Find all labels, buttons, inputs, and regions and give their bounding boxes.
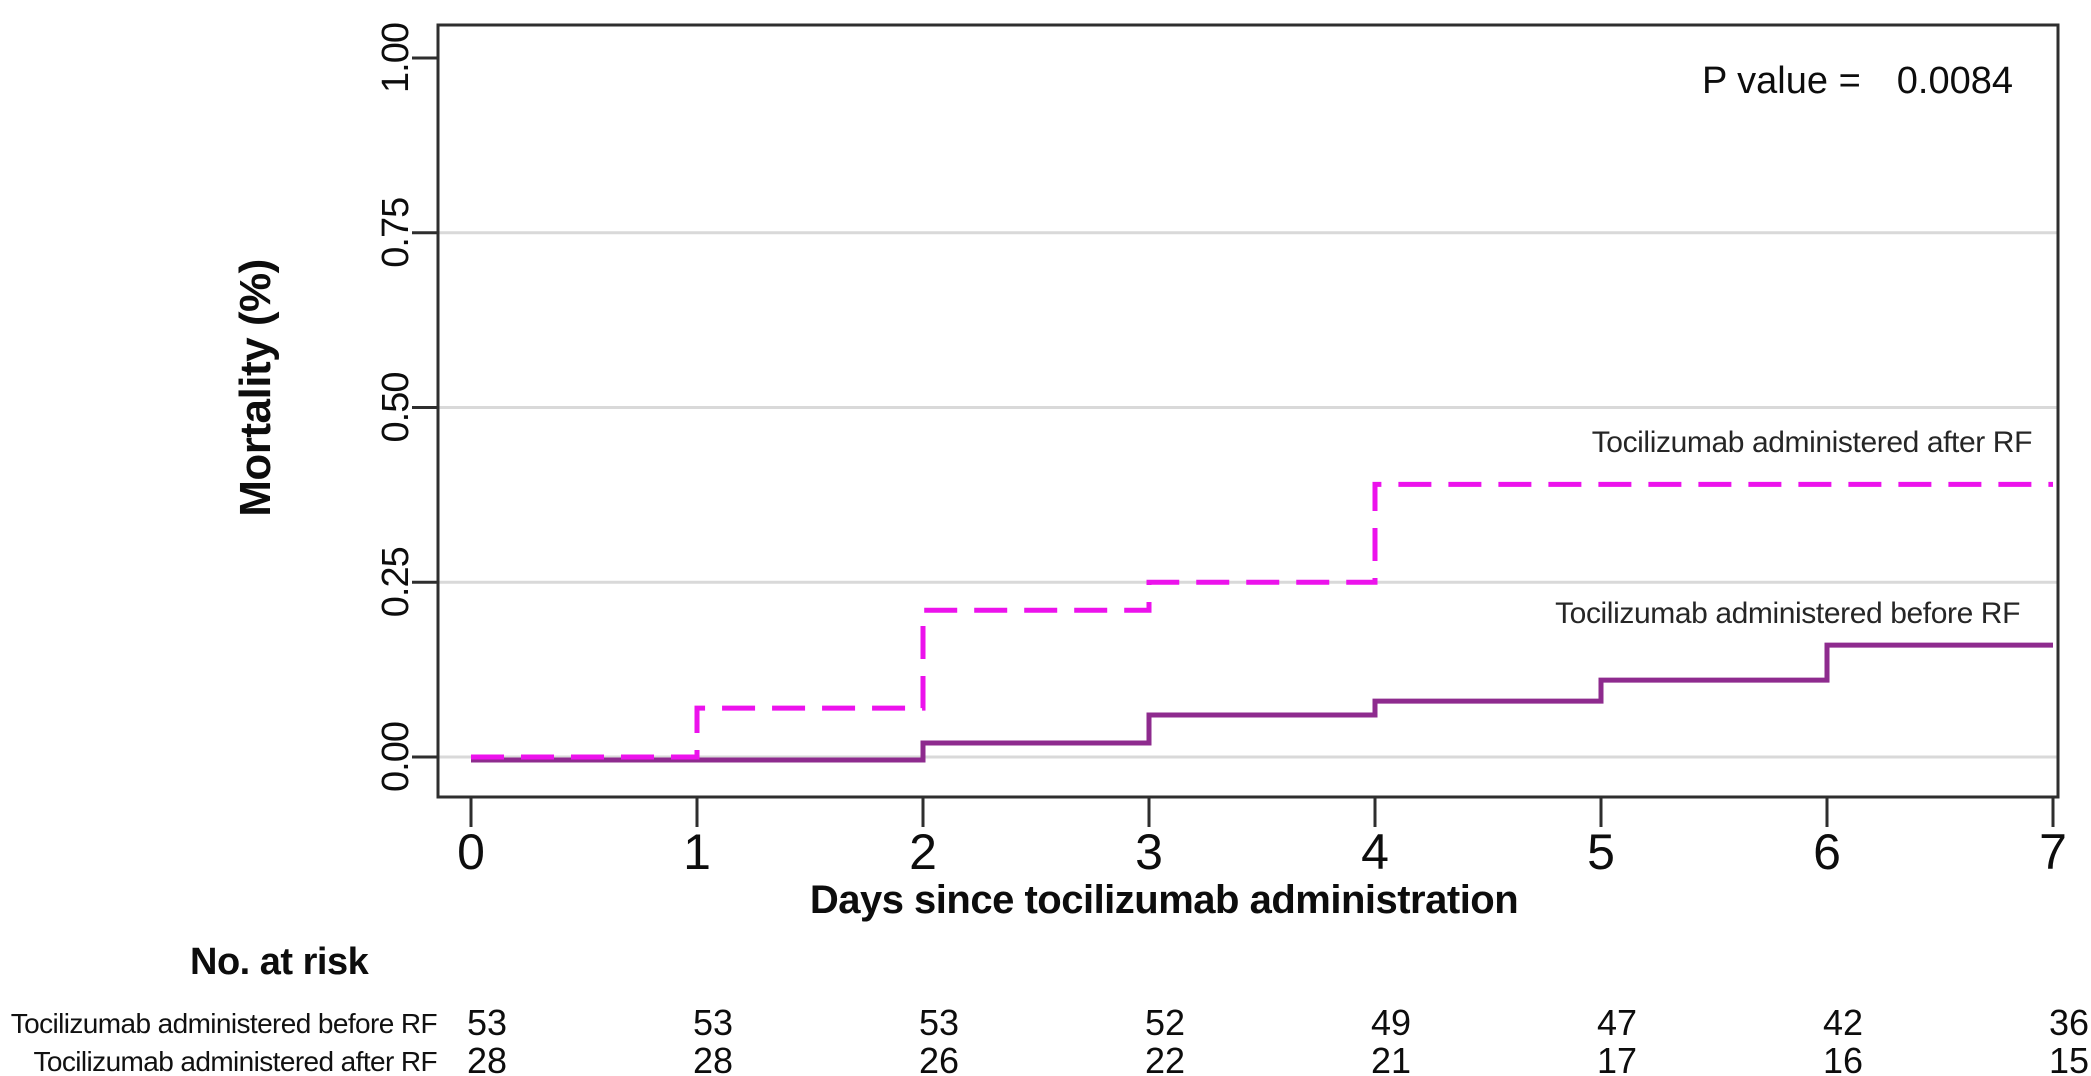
y-axis-title: Mortality (%) — [231, 259, 280, 517]
risk-count: 53 — [919, 1002, 959, 1043]
risk-count: 53 — [693, 1002, 733, 1043]
p-value-number: 0.0084 — [1896, 60, 2013, 102]
x-tick-label: 2 — [909, 824, 937, 880]
risk-count: 21 — [1371, 1040, 1411, 1076]
risk-count: 16 — [1823, 1040, 1863, 1076]
x-tick-label: 1 — [683, 824, 711, 880]
survival-curve-after-rf — [471, 481, 2053, 760]
risk-count: 49 — [1371, 1002, 1411, 1043]
curve-label-after-rf: Tocilizumab administered after RF — [1591, 426, 2033, 459]
risk-count: 15 — [2049, 1040, 2089, 1076]
x-tick-label: 3 — [1135, 824, 1163, 880]
x-tick-label: 7 — [2039, 824, 2067, 880]
x-tick-label: 6 — [1813, 824, 1841, 880]
risk-count: 53 — [467, 1002, 507, 1043]
y-tick-label: 0.75 — [375, 198, 417, 268]
y-tick-label: 0.25 — [375, 547, 417, 617]
risk-row-label-after-rf: Tocilizumab administered after RF — [33, 1046, 438, 1076]
risk-count: 26 — [919, 1040, 959, 1076]
x-axis-title: Days since tocilizumab administration — [809, 878, 1519, 922]
risk-count: 17 — [1597, 1040, 1637, 1076]
plot-border — [436, 23, 2060, 799]
p-value-annotation: P value = 0.0084 — [1702, 60, 2013, 103]
risk-count: 36 — [2049, 1002, 2089, 1043]
curve-label-before-rf: Tocilizumab administered before RF — [1555, 597, 2020, 630]
risk-row-label-before-rf: Tocilizumab administered before RF — [10, 1008, 438, 1039]
risk-count: 28 — [467, 1040, 507, 1076]
y-tick-label: 0.50 — [375, 373, 417, 443]
risk-count: 52 — [1145, 1002, 1185, 1043]
risk-count: 22 — [1145, 1040, 1185, 1076]
risk-count: 42 — [1823, 1002, 1863, 1043]
x-tick-label: 4 — [1361, 824, 1389, 880]
risk-count: 28 — [693, 1040, 733, 1076]
p-value-label: P value = — [1701, 60, 1861, 102]
x-tick-label: 0 — [457, 824, 485, 880]
y-tick-label: 0.00 — [375, 722, 417, 792]
survival-curve-before-rf — [471, 642, 2053, 763]
risk-table-title: No. at risk — [190, 941, 369, 983]
y-tick-label: 1.00 — [375, 23, 417, 93]
risk-count: 47 — [1597, 1002, 1637, 1043]
x-tick-label: 5 — [1587, 824, 1615, 880]
